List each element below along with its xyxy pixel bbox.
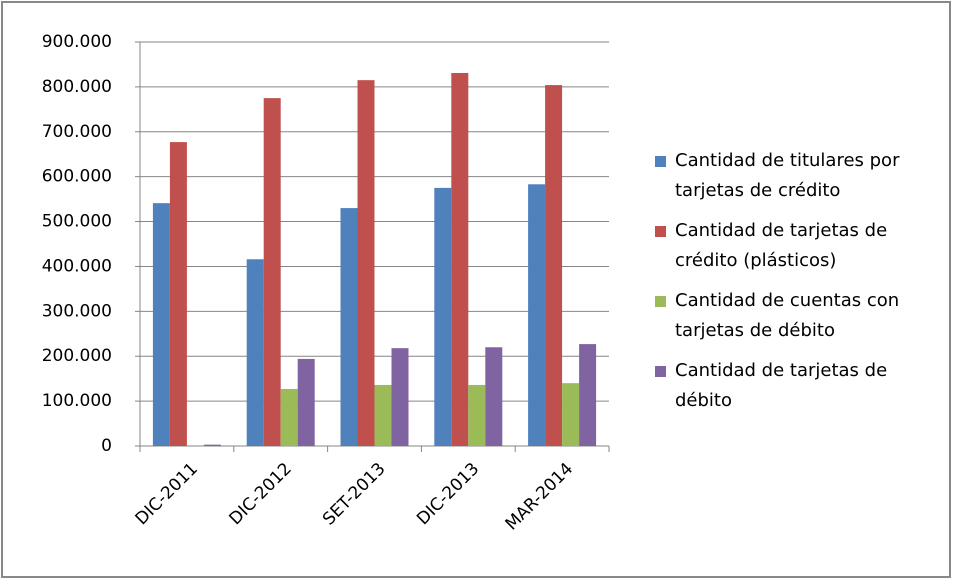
- legend-swatch: [655, 366, 666, 377]
- y-tick-label: 700.000: [42, 122, 112, 142]
- x-tick-label: SET-2013: [319, 459, 390, 530]
- legend-item: Cantidad de titulares por tarjetas de cr…: [655, 146, 940, 206]
- bar: [340, 208, 358, 446]
- y-tick-label: 500.000: [42, 212, 112, 232]
- bar: [468, 384, 486, 446]
- legend-label: Cantidad de titulares por tarjetas de cr…: [675, 150, 900, 201]
- bar: [246, 259, 264, 446]
- legend-label: Cantidad de tarjetas de débito: [675, 360, 888, 411]
- bar: [203, 444, 221, 446]
- bar: [545, 85, 563, 447]
- bar: [374, 384, 392, 446]
- bar: [169, 142, 187, 446]
- bar: [562, 383, 580, 446]
- bar: [434, 187, 452, 446]
- x-tick-label: DIC-2013: [413, 459, 483, 529]
- y-tick-label: 200.000: [42, 346, 112, 366]
- bar: [152, 203, 170, 446]
- y-tick-label: 400.000: [42, 256, 112, 276]
- legend-item: Cantidad de tarjetas de crédito (plástic…: [655, 216, 940, 276]
- legend-item: Cantidad de tarjetas de débito: [655, 356, 940, 416]
- y-tick-label: 600.000: [42, 167, 112, 187]
- bar: [280, 388, 298, 446]
- legend-swatch: [655, 296, 666, 307]
- y-tick-label: 0: [101, 436, 112, 456]
- legend: Cantidad de titulares por tarjetas de cr…: [655, 146, 940, 426]
- legend-swatch: [655, 156, 666, 167]
- y-tick-label: 300.000: [42, 301, 112, 321]
- y-tick-label: 800.000: [42, 77, 112, 97]
- y-tick-label: 100.000: [42, 391, 112, 411]
- legend-swatch: [655, 226, 666, 237]
- x-tick-label: DIC-2011: [132, 459, 202, 529]
- bar: [263, 98, 281, 446]
- bar: [391, 348, 409, 446]
- legend-label: Cantidad de tarjetas de crédito (plástic…: [675, 220, 888, 271]
- bar: [485, 347, 503, 446]
- legend-label: Cantidad de cuentas con tarjetas de débi…: [675, 290, 900, 341]
- bar: [579, 344, 597, 446]
- y-tick-label: 900.000: [42, 32, 112, 52]
- bar: [357, 80, 375, 447]
- x-tick-label: DIC-2012: [226, 459, 296, 529]
- bar: [297, 358, 315, 446]
- x-tick-label: MAR-2014: [502, 459, 578, 535]
- bar: [528, 184, 546, 446]
- bar: [451, 72, 469, 447]
- legend-item: Cantidad de cuentas con tarjetas de débi…: [655, 286, 940, 346]
